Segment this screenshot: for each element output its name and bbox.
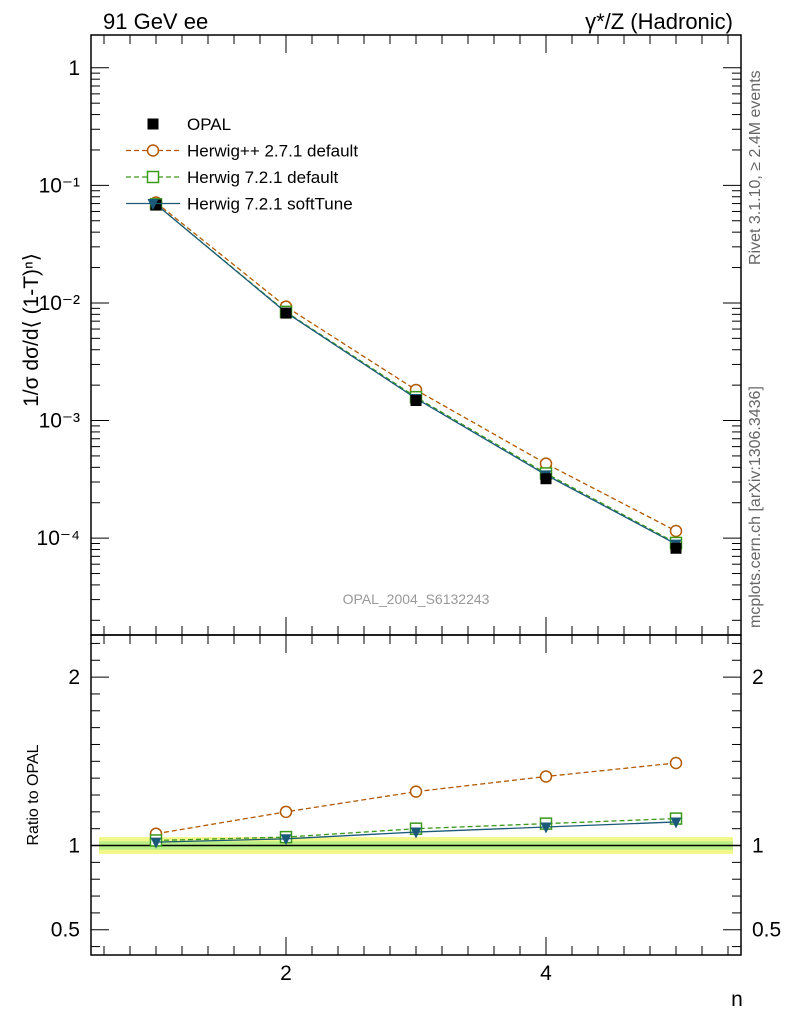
xtick-label: 2: [280, 962, 292, 985]
legend-item: Herwig 7.2.1 softTune: [126, 195, 353, 214]
ratio-point: [150, 837, 162, 849]
chart-header-right: γ*/Z (Hadronic): [585, 9, 733, 34]
main-ytick-label: 10⁻⁴: [37, 527, 80, 550]
series-0: [150, 199, 682, 554]
ratio-point: [539, 770, 553, 783]
ratio-ytick-label-right: 0.5: [752, 919, 781, 942]
legend-item: Herwig 7.2.1 default: [126, 168, 338, 187]
legend-label: Herwig++ 2.7.1 default: [187, 142, 358, 161]
ratio-ytick-label-right: 2: [752, 666, 764, 689]
ratio-series-2: [150, 817, 682, 849]
chart-header-left: 91 GeV ee: [103, 9, 208, 34]
data-point: [540, 473, 552, 485]
ratio-ytick-label-right: 1: [752, 835, 764, 858]
main-axis-ticks: 1 10⁻¹ 10⁻² 10⁻³ 10⁻⁴ 2 4: [37, 35, 741, 985]
xtick-label: 4: [540, 962, 552, 985]
ratio-point: [409, 785, 423, 798]
series-3: [150, 199, 682, 551]
main-ytick-label: 10⁻³: [39, 410, 80, 433]
legend-item: Herwig++ 2.7.1 default: [126, 142, 358, 161]
ratio-point: [279, 805, 293, 819]
ratio-point: [280, 834, 292, 846]
ratio-ylabel: Ratio to OPAL: [25, 744, 42, 845]
ratio-series-0: [149, 756, 683, 840]
ratio-ytick-label-left: 1: [68, 835, 80, 858]
main-ytick-label: 1: [68, 57, 80, 80]
legend-marker: [146, 144, 160, 157]
series-2: [149, 198, 683, 550]
ratio-ytick-label-left: 0.5: [51, 919, 80, 942]
ratio-point: [540, 822, 552, 834]
series-1: [149, 196, 683, 538]
ratio-series-layer: [149, 756, 683, 849]
ratio-axis-ticks: 0.5 0.5 1 1 2 2: [51, 642, 781, 948]
ratio-ytick-label-left: 2: [68, 666, 80, 689]
legend-label: Herwig 7.2.1 default: [187, 168, 338, 187]
ratio-point: [669, 756, 683, 770]
ratio-uncertainty-band: [91, 837, 741, 854]
legend: OPAL Herwig++ 2.7.1 default Herwig 7.2.1 d…: [126, 115, 358, 214]
ratio-point: [410, 827, 422, 839]
data-point: [410, 395, 422, 407]
data-point: [150, 199, 162, 211]
legend-marker: [147, 118, 159, 130]
legend-marker: [146, 170, 160, 184]
main-series-layer: [149, 196, 683, 554]
legend-marker: [147, 199, 159, 210]
main-ytick-label: 10⁻²: [39, 292, 80, 315]
xlabel: n: [731, 988, 743, 1011]
main-ytick-label: 10⁻¹: [39, 174, 80, 197]
rivet-label: Rivet 3.1.10, ≥ 2.4M events: [747, 70, 764, 265]
mcplots-label: mcplots.cern.ch [arXiv:1306.3436]: [747, 386, 764, 628]
ratio-point: [670, 817, 682, 829]
legend-item: OPAL: [147, 115, 231, 134]
analysis-watermark: OPAL_2004_S6132243: [343, 591, 490, 607]
legend-label: Herwig 7.2.1 softTune: [187, 195, 353, 214]
legend-label: OPAL: [187, 115, 231, 134]
data-point: [669, 524, 683, 538]
series-line: [155, 201, 677, 532]
series-line: [155, 203, 677, 544]
data-point: [670, 542, 682, 554]
series-line: [155, 203, 677, 545]
main-ylabel: 1/σ dσ/d⟨ (1-T)ⁿ⟩: [20, 253, 43, 407]
ratio-frame: [90, 634, 742, 956]
data-point: [280, 307, 292, 319]
